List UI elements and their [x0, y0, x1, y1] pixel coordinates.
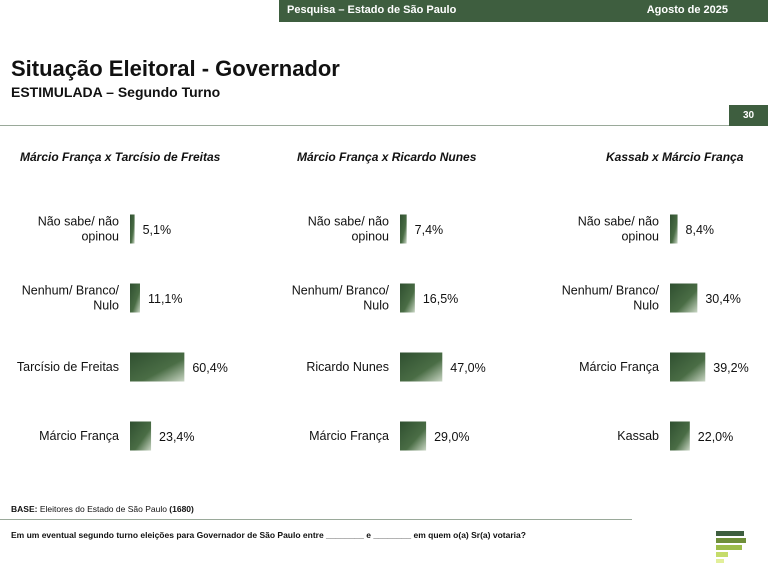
value-label: 39,2%: [713, 361, 748, 375]
category-label: Ricardo Nunes: [306, 360, 389, 374]
base-count: (1680): [169, 504, 194, 514]
value-label: 22,0%: [698, 430, 733, 444]
value-label: 7,4%: [415, 223, 444, 237]
category-label: Nenhum/ Branco/Nulo: [562, 284, 660, 313]
bar: [670, 283, 698, 313]
survey-question: Em um eventual segundo turno eleições pa…: [11, 530, 526, 540]
chart-panel-kassab-franca: Kassab x Márcio França Não sabe/ não opin…: [540, 150, 768, 480]
value-label: 11,1%: [148, 292, 183, 306]
bar: [400, 352, 443, 382]
bar: [400, 283, 415, 313]
bar-chart: Não sabe/ não opinou 5,1% Nenhum/ Branco/Nu…: [17, 214, 228, 451]
value-label: 23,4%: [159, 430, 194, 444]
category-label: Márcio França: [579, 360, 659, 374]
footer-divider: [0, 519, 632, 520]
header-divider: [0, 125, 768, 126]
bar: [670, 421, 690, 451]
value-label: 47,0%: [450, 361, 485, 375]
survey-date: Agosto de 2025: [646, 4, 728, 16]
base-note: BASE: Eleitores do Estado de São Paulo (…: [11, 504, 194, 514]
category-label: Não sabe/ não opinou: [38, 215, 119, 244]
category-label: Nenhum/ Branco/Nulo: [292, 284, 390, 313]
category-label: Tarcísio de Freitas: [17, 360, 119, 374]
value-label: 30,4%: [705, 292, 740, 306]
page-number: 30: [729, 105, 768, 126]
bar: [400, 421, 427, 451]
chart-title: Márcio França x Tarcísio de Freitas: [20, 150, 221, 164]
bar: [130, 214, 135, 244]
category-label: Nenhum/ Branco/Nulo: [22, 284, 120, 313]
header-bar: Pesquisa – Estado de São Paulo Agosto de…: [279, 0, 768, 22]
value-label: 16,5%: [423, 292, 458, 306]
bar: [130, 283, 140, 313]
chart-title: Márcio França x Ricardo Nunes: [297, 150, 477, 164]
value-label: 5,1%: [143, 223, 172, 237]
category-label: Não sabe/ não opinou: [578, 215, 659, 244]
bar: [670, 352, 706, 382]
chart-panel-franca-nunes: Márcio França x Ricardo Nunes Não sabe/ …: [270, 150, 520, 480]
category-label: Márcio França: [309, 429, 389, 443]
page-subtitle: ESTIMULADA – Segundo Turno: [11, 84, 221, 100]
bar-chart: Não sabe/ não opinou 7,4% Nenhum/ Branco/Nu…: [292, 214, 486, 451]
chart-title: Kassab x Márcio França: [606, 150, 744, 164]
category-label: Márcio França: [39, 429, 119, 443]
bar: [670, 214, 678, 244]
category-label: Kassab: [617, 429, 659, 443]
value-label: 8,4%: [686, 223, 715, 237]
base-text: Eleitores do Estado de São Paulo: [37, 504, 170, 514]
base-label: BASE:: [11, 504, 38, 514]
category-label: Não sabe/ não opinou: [308, 215, 389, 244]
bar: [130, 352, 185, 382]
page-title: Situação Eleitoral - Governador: [11, 56, 340, 81]
bar-chart: Não sabe/ não opinou 8,4% Nenhum/ Branco/Nu…: [562, 214, 749, 451]
value-label: 29,0%: [434, 430, 469, 444]
chart-panel-franca-tarcisio: Márcio França x Tarcísio de Freitas Não …: [0, 150, 250, 480]
bar: [130, 421, 152, 451]
brand-logo-icon: [716, 531, 746, 563]
survey-name: Pesquisa – Estado de São Paulo: [287, 4, 457, 16]
bar: [400, 214, 407, 244]
value-label: 60,4%: [192, 361, 227, 375]
